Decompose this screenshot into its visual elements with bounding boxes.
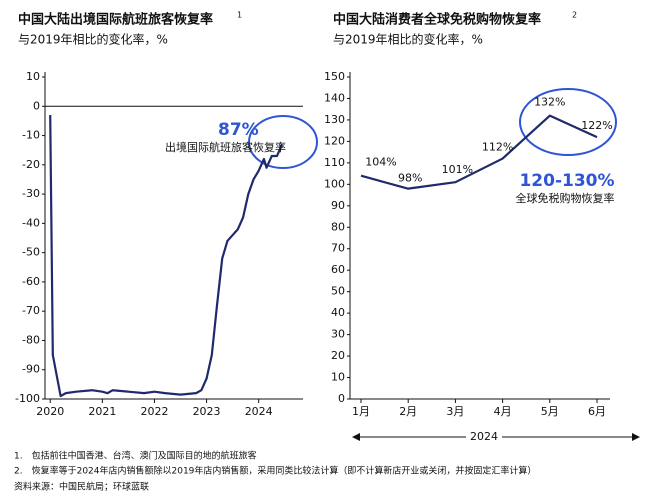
- y-tick-label: -30: [22, 187, 40, 200]
- y-tick-label: 70: [331, 242, 345, 255]
- value-label: 122%: [581, 119, 612, 132]
- label-bg: [466, 429, 502, 445]
- y-tick-label: 0: [33, 99, 40, 112]
- y-tick-label: -50: [22, 246, 40, 259]
- y-tick-label: -90: [22, 363, 40, 376]
- y-tick-label: 80: [331, 220, 345, 233]
- y-tick-label: 20: [331, 349, 345, 362]
- y-tick-label: -80: [22, 333, 40, 346]
- value-label: 98%: [398, 172, 422, 185]
- y-tick-label: 10: [331, 371, 345, 384]
- y-tick-label: 120: [324, 134, 345, 147]
- x-group-label: 2024: [470, 430, 498, 443]
- y-tick-label: 110: [324, 156, 345, 169]
- y-tick-label: 150: [324, 70, 345, 83]
- annotation: 出境国际航班旅客恢复率: [165, 140, 286, 154]
- y-tick-label: 90: [331, 199, 345, 212]
- y-tick-label: 140: [324, 91, 345, 104]
- footnote: 2. 恢复率等于2024年店内销售额除以2019年店内销售额，采用同类比较法计算…: [14, 465, 536, 477]
- value-label: 104%: [365, 156, 396, 169]
- title-note: 2: [572, 11, 577, 20]
- x-tick-label: 2024: [245, 405, 273, 418]
- y-tick-label: 30: [331, 328, 345, 341]
- value-label: 132%: [534, 96, 565, 109]
- annotation: 87%: [218, 120, 259, 140]
- x-tick-label: 3月: [446, 405, 464, 418]
- data-line: [360, 114, 598, 190]
- chart-subtitle: 与2019年相比的变化率，%: [18, 32, 168, 47]
- y-tick-label: 100: [324, 177, 345, 190]
- y-tick-label: -20: [22, 158, 40, 171]
- y-tick-label: 50: [331, 285, 345, 298]
- highlight-ellipse: [248, 115, 318, 169]
- chart-subtitle: 与2019年相比的变化率，%: [333, 32, 483, 47]
- annotation: 全球免税购物恢复率: [516, 191, 615, 205]
- y-tick-label: -100: [15, 392, 40, 405]
- chart-title: 中国大陆消费者全球免税购物恢复率: [333, 12, 541, 28]
- y-tick-label: -70: [22, 304, 40, 317]
- x-tick-label: 4月: [494, 405, 512, 418]
- x-tick-label: 5月: [541, 405, 559, 418]
- chart-title: 中国大陆出境国际航班旅客恢复率: [18, 12, 213, 28]
- data-line: [49, 115, 284, 398]
- y-tick-label: -10: [22, 129, 40, 142]
- highlight-ellipse: [519, 88, 617, 156]
- y-tick-label: 60: [331, 263, 345, 276]
- y-tick-label: -40: [22, 216, 40, 229]
- x-tick-label: 2020: [36, 405, 64, 418]
- source: 资料来源：中国民航局；环球蓝联: [14, 481, 149, 493]
- x-tick-label: 2023: [193, 405, 221, 418]
- y-tick-label: 130: [324, 113, 345, 126]
- y-tick-label: 40: [331, 306, 345, 319]
- value-label: 112%: [482, 141, 513, 154]
- title-note: 1: [237, 11, 242, 20]
- x-tick-label: 2月: [399, 405, 417, 418]
- annotation: 120-130%: [519, 171, 614, 191]
- x-tick-label: 6月: [588, 405, 606, 418]
- value-label: 101%: [442, 163, 473, 176]
- x-tick-label: 2022: [140, 405, 168, 418]
- y-tick-label: 10: [26, 70, 40, 83]
- y-tick-label: 0: [338, 392, 345, 405]
- x-tick-label: 1月: [352, 405, 370, 418]
- y-tick-label: -60: [22, 275, 40, 288]
- footnote: 1. 包括前往中国香港、台湾、澳门及国际目的地的航班旅客: [14, 450, 257, 462]
- x-tick-label: 2021: [88, 405, 116, 418]
